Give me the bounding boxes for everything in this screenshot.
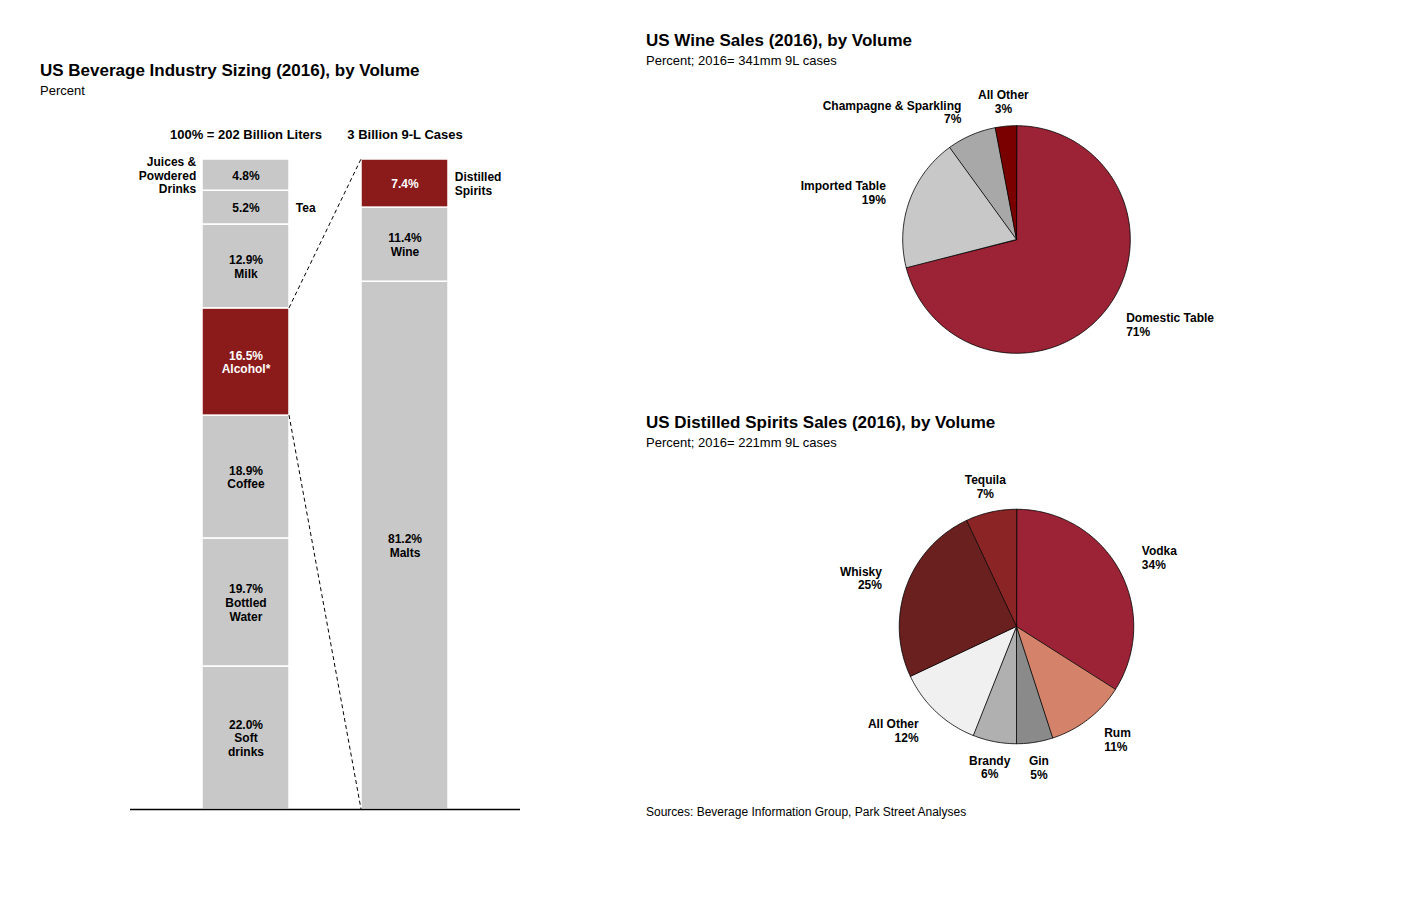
svg-text:5.2%: 5.2% bbox=[232, 201, 260, 215]
svg-text:Champagne & Sparkling7%: Champagne & Sparkling7% bbox=[823, 99, 962, 127]
svg-text:12.9%Milk: 12.9%Milk bbox=[229, 253, 263, 281]
svg-text:Rum11%: Rum11% bbox=[1104, 726, 1131, 754]
html-text:Percent; 2016= 221mm 9L cases: Percent; 2016= 221mm 9L cases bbox=[646, 435, 837, 450]
svg-text:Brandy6%: Brandy6% bbox=[969, 754, 1011, 782]
svg-text:Gin5%: Gin5% bbox=[1029, 754, 1049, 782]
svg-text:7.4%: 7.4% bbox=[391, 177, 419, 191]
svg-text:4.8%: 4.8% bbox=[232, 169, 260, 183]
svg-text:All Other3%: All Other3% bbox=[978, 88, 1029, 116]
svg-text:19.7%BottledWater: 19.7%BottledWater bbox=[225, 582, 266, 624]
svg-text:All Other12%: All Other12% bbox=[868, 717, 919, 745]
html-text:Sources: Beverage Information: Sources: Beverage Information Group, Par… bbox=[646, 805, 967, 819]
svg-text:18.9%Coffee: 18.9%Coffee bbox=[227, 464, 265, 492]
svg-text:16.5%Alcohol*: 16.5%Alcohol* bbox=[222, 348, 271, 376]
svg-text:Tea: Tea bbox=[296, 201, 316, 215]
html-text:US Wine Sales (2016), by Volum: US Wine Sales (2016), by Volume bbox=[646, 31, 912, 50]
svg-text:3 Billion 9-L Cases: 3 Billion 9-L Cases bbox=[347, 127, 462, 142]
html-text:US Beverage Industry Sizing (2: US Beverage Industry Sizing (2016), by V… bbox=[40, 61, 420, 80]
svg-text:81.2%Malts: 81.2%Malts bbox=[388, 532, 422, 560]
svg-text:Imported Table19%: Imported Table19% bbox=[801, 179, 886, 207]
html-text:US Distilled Spirits Sales (20: US Distilled Spirits Sales (2016), by Vo… bbox=[646, 413, 996, 432]
html-text:Percent: Percent bbox=[40, 83, 85, 98]
html-text:Percent; 2016= 341mm 9L cases: Percent; 2016= 341mm 9L cases bbox=[646, 53, 837, 68]
svg-text:Whisky25%: Whisky25% bbox=[840, 565, 882, 593]
svg-text:DistilledSpirits: DistilledSpirits bbox=[455, 170, 502, 198]
svg-text:Domestic Table71%: Domestic Table71% bbox=[1126, 311, 1214, 339]
svg-text:11.4%Wine: 11.4%Wine bbox=[388, 231, 422, 259]
svg-text:Juices &PowderedDrinks: Juices &PowderedDrinks bbox=[139, 155, 197, 197]
svg-text:22.0%Softdrinks: 22.0%Softdrinks bbox=[228, 718, 264, 760]
svg-text:Vodka34%: Vodka34% bbox=[1142, 544, 1177, 572]
svg-text:Tequila7%: Tequila7% bbox=[965, 473, 1006, 501]
svg-text:100% = 202 Billion Liters: 100% = 202 Billion Liters bbox=[170, 127, 322, 142]
